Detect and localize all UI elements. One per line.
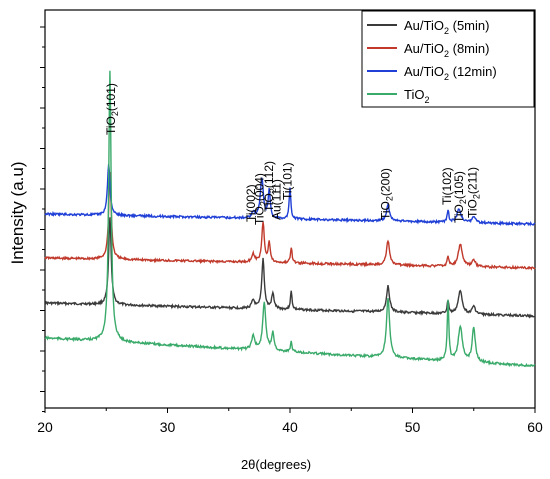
peak-label: Au(111)	[270, 179, 284, 220]
peak-annotations: TiO2(101) Ti(002)TiO2(004)TiO2(112)Au(111…	[104, 83, 481, 225]
y-axis-label: Intensity (a.u)	[8, 162, 27, 265]
legend: Au/TiO2 (5min) Au/TiO2 (8min) Au/TiO2 (12m…	[361, 10, 535, 108]
x-tick-label: 60	[527, 419, 543, 435]
peak-label: TiO2(004)	[252, 173, 268, 225]
legend-label: Au/TiO2 (8min)	[404, 41, 489, 59]
peak-label: TiO2(200)	[379, 168, 395, 220]
x-tick-label: 30	[160, 419, 176, 435]
x-tick-label: 40	[282, 419, 298, 435]
peak-label: TiO2(211)	[466, 167, 482, 218]
series-line	[44, 172, 536, 271]
x-tick-label: 50	[405, 419, 421, 435]
xrd-curves	[44, 70, 536, 368]
x-axis-label: 2θ(degrees)	[241, 457, 311, 472]
series-line	[44, 217, 536, 319]
peak-label: Ti(101)	[281, 162, 295, 200]
peak-label: TiO2(101)	[104, 83, 120, 135]
legend-label: TiO2	[404, 87, 429, 105]
peak-label: Ti(002)	[244, 184, 258, 222]
x-tick-label: 20	[37, 419, 53, 435]
series-line	[44, 70, 536, 368]
legend-box	[361, 10, 535, 108]
peak-label: TiO2(105)	[452, 171, 468, 223]
axes: 20 30 40 50 60	[37, 26, 543, 435]
series-line	[44, 163, 536, 227]
legend-label: Au/TiO2 (12min)	[404, 64, 497, 82]
peak-label: Ti(102)	[440, 167, 454, 205]
peak-label: TiO2(112)	[262, 161, 278, 212]
legend-label: Au/TiO2 (5min)	[404, 18, 489, 36]
